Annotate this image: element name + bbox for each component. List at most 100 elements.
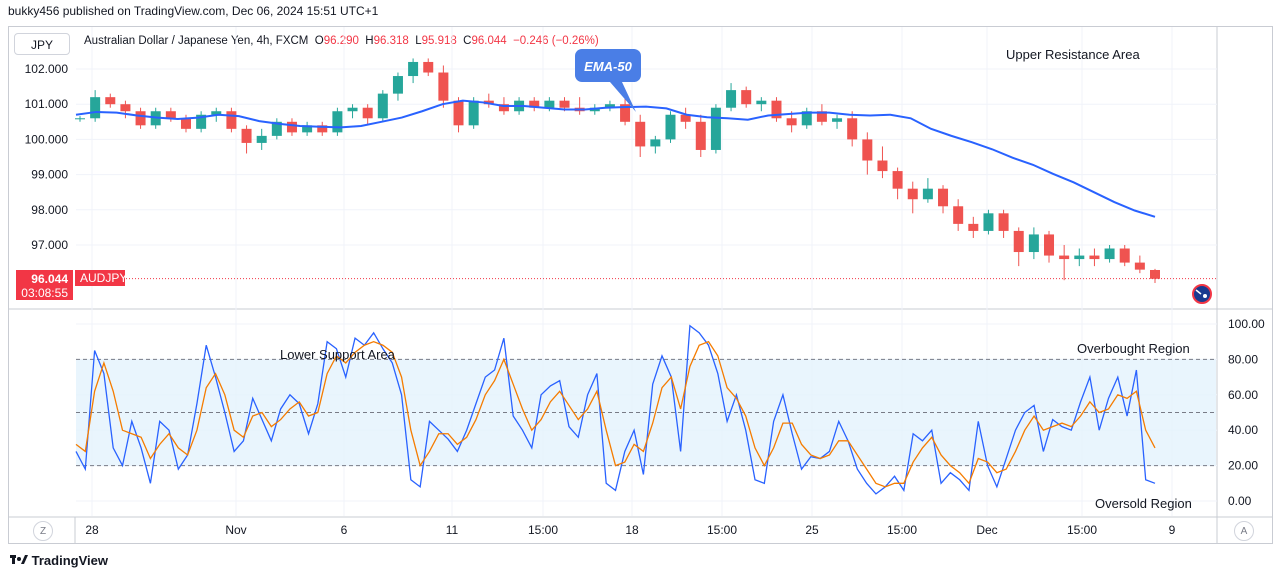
time-tick-label: 18 <box>625 523 639 537</box>
candle-body <box>741 90 752 105</box>
candle-body <box>771 100 782 119</box>
time-tick-label: Dec <box>976 523 997 537</box>
candle-body <box>650 139 661 147</box>
candle-body <box>1134 262 1145 270</box>
candle-body <box>922 188 933 200</box>
price-tick-label: 101.000 <box>25 97 69 111</box>
time-tick-label: 9 <box>1169 523 1176 537</box>
high-label: H <box>365 35 374 47</box>
candle-body <box>271 121 282 136</box>
ema-callout: EMA-50 <box>575 49 641 112</box>
ticker-tag-box <box>75 270 125 286</box>
candle-body <box>665 114 676 140</box>
candle-body <box>226 111 237 129</box>
open-value: 96.290 <box>323 35 359 47</box>
candle-body <box>756 100 767 105</box>
candle-body <box>1074 255 1085 260</box>
candle-body <box>241 128 252 143</box>
candle-body <box>362 107 373 119</box>
price-tag-price: 96.044 <box>31 272 68 286</box>
candle-body <box>90 97 101 119</box>
price-axis: 102.000 101.000 100.000 99.000 98.000 97.000 1… <box>25 62 1265 508</box>
ema-line <box>75 99 1156 218</box>
price-tag-box <box>16 270 73 300</box>
symbol-title: Australian Dollar / Japanese Yen, 4h, FX… <box>84 35 309 47</box>
candle-body <box>953 206 964 224</box>
candle-body <box>1104 248 1115 260</box>
stoch-k-line <box>75 324 1156 495</box>
candle-body <box>453 100 464 126</box>
candle-body <box>559 100 570 108</box>
candle-body <box>377 93 388 119</box>
candle-body <box>438 72 449 101</box>
candle-body <box>256 135 267 143</box>
candle-body <box>620 104 631 122</box>
candle-body <box>75 118 85 120</box>
price-tick-label: 99.000 <box>31 168 68 182</box>
time-tick-label: 11 <box>446 523 459 537</box>
candle-body <box>801 111 812 126</box>
change-value: −0.246 (−0.26%) <box>513 35 599 47</box>
publisher-caption: bukky456 published on TradingView.com, D… <box>8 4 379 18</box>
candle-body <box>498 104 509 112</box>
ema-callout-label: EMA-50 <box>584 59 632 74</box>
close-label: C <box>463 35 472 47</box>
price-tick-label: 102.000 <box>25 62 69 76</box>
candle-body <box>135 111 146 126</box>
lower-support-label: Lower Support Area <box>280 347 396 362</box>
stoch-tick-label: 40.00 <box>1228 423 1258 437</box>
candle-body <box>604 104 615 108</box>
candle-body <box>710 107 721 150</box>
candle-body <box>832 118 843 122</box>
zoom-left-button[interactable]: Z <box>33 521 53 541</box>
stoch-tick-label: 0.00 <box>1228 494 1252 508</box>
stoch-tick-label: 100.00 <box>1228 317 1265 331</box>
candle-body <box>317 125 328 133</box>
candle-body <box>680 114 691 122</box>
stoch-tick-label: 80.00 <box>1228 352 1258 366</box>
candle-body <box>938 188 949 207</box>
price-tag-countdown: 03:08:55 <box>21 286 68 300</box>
low-label: L <box>415 35 422 47</box>
candle-body <box>286 121 297 133</box>
candle-body <box>726 90 737 108</box>
stochastic-band <box>76 358 1216 467</box>
candle-body <box>165 111 176 119</box>
candle-body <box>1028 234 1039 253</box>
time-tick-label: 15:00 <box>528 523 558 537</box>
candle-body <box>1089 255 1100 260</box>
ema50-line <box>75 99 1156 218</box>
auto-scale-button[interactable]: A <box>1234 521 1254 541</box>
candle-body <box>408 61 419 77</box>
candle-body <box>423 61 434 73</box>
price-tag: 96.044 03:08:55 AUDJPY <box>16 270 127 300</box>
candle-body <box>695 121 706 150</box>
overbought-label: Overbought Region <box>1077 341 1190 356</box>
candle-body <box>120 104 131 112</box>
chart-frame <box>8 26 1273 544</box>
candle-body <box>180 118 191 129</box>
candle-body <box>1044 234 1055 256</box>
ticker-tag: AUDJPY <box>80 271 127 285</box>
candle-body <box>786 118 797 126</box>
time-tick-label: Nov <box>225 523 246 537</box>
australia-flag-icon[interactable] <box>1192 284 1212 304</box>
candles <box>75 58 1160 284</box>
stochastic-lines <box>75 324 1156 495</box>
time-tick-label: 25 <box>805 523 819 537</box>
time-tick-label: 15:00 <box>887 523 917 537</box>
candle-body <box>968 223 979 231</box>
time-tick-label: 15:00 <box>707 523 737 537</box>
candle-body <box>877 160 888 172</box>
stoch-tick-label: 20.00 <box>1228 459 1258 473</box>
brand-name: TradingView <box>31 553 108 568</box>
time-axis: 28 Nov 6 11 15:00 18 15:00 25 15:00 Dec 15:00 9 <box>85 523 1175 537</box>
ema-callout-pointer <box>610 82 636 112</box>
candle-body <box>983 213 994 231</box>
price-tick-label: 97.000 <box>31 238 68 252</box>
candle-body <box>347 107 358 112</box>
time-tick-label: 28 <box>85 523 99 537</box>
price-tick-label: 100.000 <box>25 132 69 146</box>
currency-button[interactable]: JPY <box>14 33 70 55</box>
